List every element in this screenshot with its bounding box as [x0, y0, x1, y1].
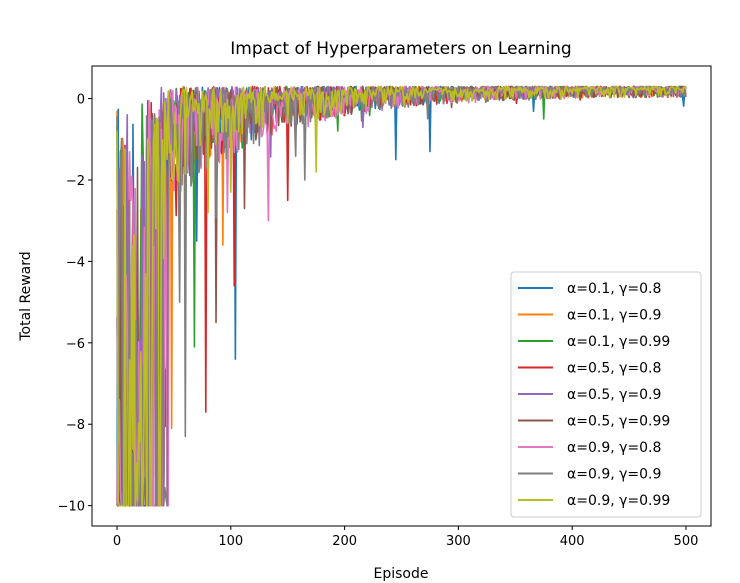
legend-label-2: α=0.1, γ=0.9 [567, 308, 661, 324]
y-tick-label: 0 [77, 93, 85, 108]
legend-box [510, 271, 702, 518]
x-tick-label: 0 [113, 534, 121, 549]
legend: α=0.1, γ=0.8 α=0.1, γ=0.9 α=0.1, γ=0.99 α=0… [510, 271, 702, 518]
x-axis-label: Episode [374, 566, 429, 582]
legend-label-9: α=0.9, γ=0.99 [567, 493, 670, 509]
series-line-9 [116, 85, 687, 507]
x-tick-label: 200 [332, 534, 357, 549]
legend-label-3: α=0.1, γ=0.99 [567, 334, 670, 350]
legend-label-1: α=0.1, γ=0.8 [567, 281, 661, 297]
legend-label-8: α=0.9, γ=0.9 [567, 467, 661, 483]
legend-label-6: α=0.5, γ=0.99 [567, 414, 670, 430]
chart-title: Impact of Hyperparameters on Learning [230, 39, 571, 59]
plot-frame [91, 65, 712, 527]
legend-label-4: α=0.5, γ=0.8 [567, 361, 661, 377]
y-tick-label: −10 [58, 500, 85, 515]
y-axis: −10 −8 −6 −4 −2 0 [58, 93, 92, 515]
y-tick-label: −4 [66, 255, 85, 270]
legend-label-5: α=0.5, γ=0.9 [567, 387, 661, 403]
y-tick-label: −6 [66, 337, 85, 352]
y-tick-label: −8 [66, 418, 85, 433]
x-axis: 0 100 200 300 400 500 [113, 526, 698, 549]
x-tick-label: 500 [674, 534, 699, 549]
x-tick-label: 300 [446, 534, 471, 549]
y-tick-label: −2 [66, 174, 85, 189]
legend-label-7: α=0.9, γ=0.8 [567, 440, 661, 456]
x-tick-label: 100 [218, 534, 243, 549]
y-axis-label: Total Reward [18, 251, 34, 341]
x-tick-label: 400 [560, 534, 585, 549]
series-layer [116, 85, 687, 507]
